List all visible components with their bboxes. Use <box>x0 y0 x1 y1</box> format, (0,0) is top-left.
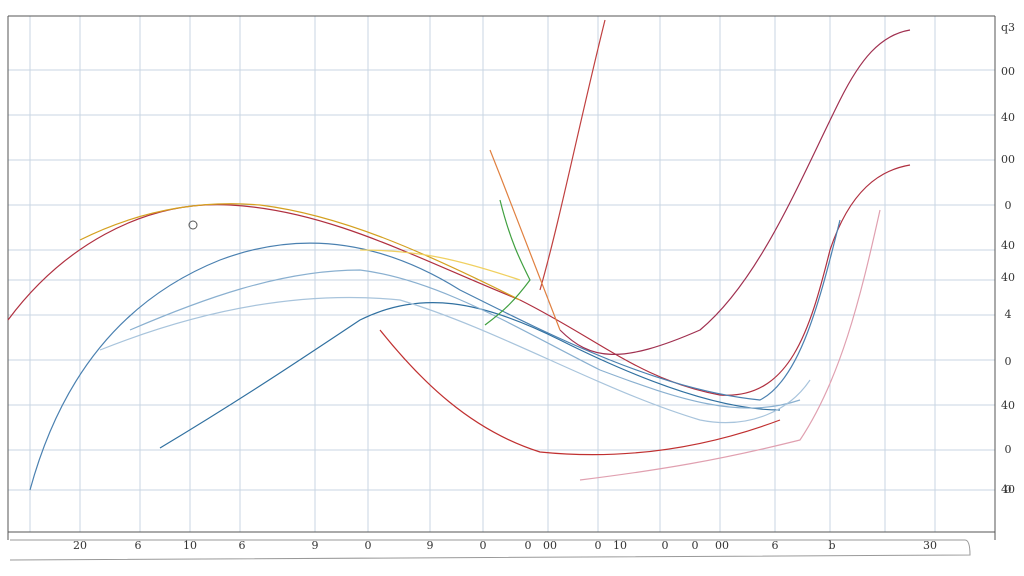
y-tick-label: q3 <box>1001 21 1015 34</box>
x-tick-label: 10 <box>183 539 197 552</box>
y-tick-label: 00 <box>1001 65 1015 78</box>
curve <box>129 269 801 409</box>
curve <box>159 301 781 449</box>
lower-frame <box>9 539 971 561</box>
curve <box>484 199 531 326</box>
x-tick-label: 6 <box>239 539 246 552</box>
x-tick-label: 10 <box>613 539 627 552</box>
y-tick-label: 0 <box>1005 199 1012 212</box>
curve <box>539 19 606 291</box>
y-tick-label: 40 <box>1001 399 1015 412</box>
y-tick-label: 40 <box>1001 271 1015 284</box>
curve <box>579 209 881 481</box>
y-tick-label: 0 <box>1005 355 1012 368</box>
x-tick-label: 6 <box>772 539 779 552</box>
y-tick-label: 00 <box>1001 153 1015 166</box>
curve <box>379 329 781 456</box>
curve <box>359 249 521 281</box>
x-tick-label: 0 <box>662 539 669 552</box>
x-tick-label: 9 <box>427 539 434 552</box>
y-tick-label: 4 <box>1005 308 1012 321</box>
y-tick-label: 0 <box>1005 483 1012 496</box>
labels: 20 6 10 6 9 0 9 0 0 00 0 10 0 0 00 6 b 30q300400004040404… <box>73 21 1015 552</box>
x-tick-label: 0 <box>365 539 372 552</box>
x-tick-label: b <box>828 539 835 552</box>
x-tick-label: 9 <box>312 539 319 552</box>
y-tick-label: 40 <box>1001 483 1015 496</box>
y-tick-label: 40 <box>1001 111 1015 124</box>
x-tick-label: 30 <box>923 539 937 552</box>
marker <box>188 220 198 230</box>
x-tick-label: 00 <box>543 539 557 552</box>
x-tick-label: 20 <box>73 539 87 552</box>
curve <box>99 296 811 424</box>
y-tick-label: 40 <box>1001 239 1015 252</box>
y-tick-label: 0 <box>1005 443 1012 456</box>
x-tick-label: 00 <box>715 539 729 552</box>
x-tick-label: 0 <box>525 539 532 552</box>
x-tick-label: 6 <box>135 539 142 552</box>
curve <box>489 149 561 331</box>
curves <box>7 19 911 491</box>
x-tick-label: 0 <box>595 539 602 552</box>
curve <box>559 29 911 355</box>
x-tick-label: 0 <box>692 539 699 552</box>
curve <box>79 203 521 301</box>
x-tick-label: 0 <box>480 539 487 552</box>
curve <box>29 219 841 491</box>
